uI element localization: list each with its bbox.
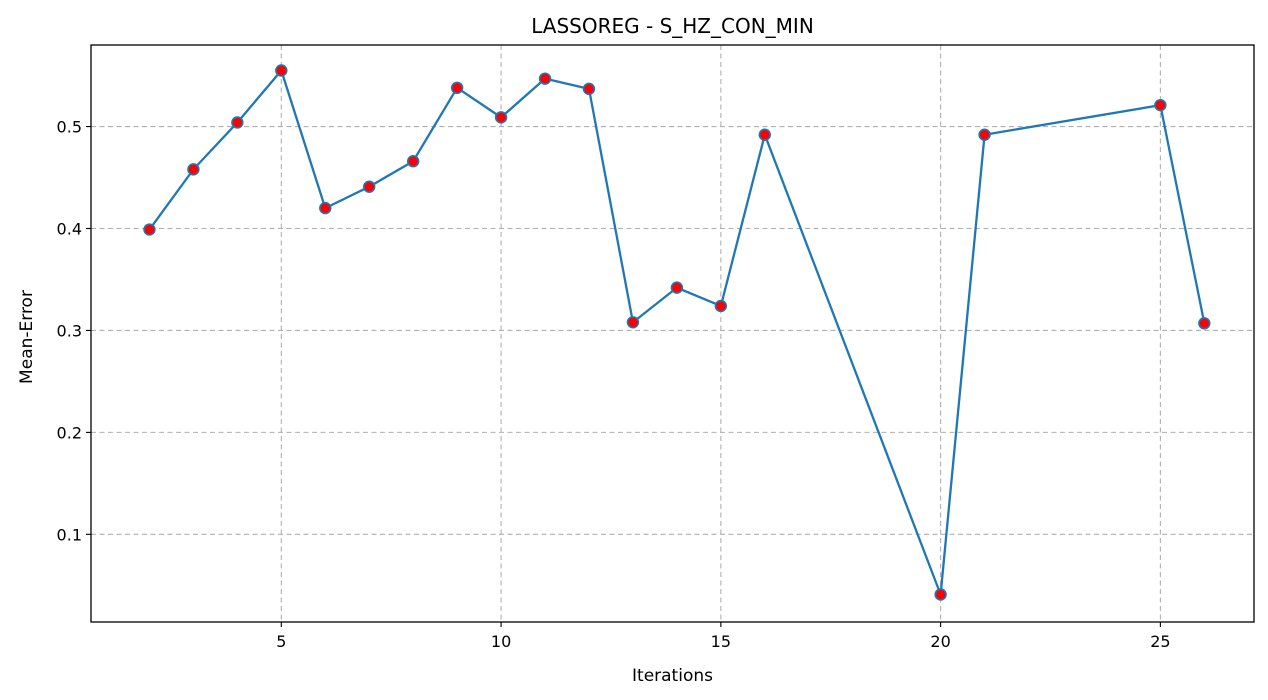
y-tick-label: 0.2 [57, 423, 82, 442]
data-point [363, 180, 376, 193]
data-point [934, 588, 947, 601]
data-point [494, 111, 508, 124]
x-axis-label: Iterations [632, 666, 713, 686]
data-point [450, 81, 464, 95]
data-point [187, 163, 200, 176]
tick-layer: 5 10 15 20 25 0.1 0.2 0.3 0.4 0.5 [57, 118, 1171, 651]
y-tick-label: 0.5 [57, 118, 82, 137]
data-point [978, 128, 991, 141]
data-point [1198, 317, 1211, 330]
marker-layer [143, 64, 1211, 601]
data-point [143, 223, 156, 236]
y-tick-label: 0.4 [57, 219, 82, 238]
y-tick-label: 0.3 [57, 321, 82, 340]
data-point [406, 155, 420, 168]
x-tick-label: 20 [930, 632, 950, 651]
data-point [275, 64, 288, 77]
data-point [670, 281, 684, 294]
x-tick-label: 5 [276, 632, 286, 651]
data-point [714, 299, 728, 313]
grid-lines [91, 45, 1254, 622]
plot-frame [90, 44, 1255, 623]
data-point [538, 72, 552, 85]
data-point [231, 116, 244, 129]
data-point [319, 201, 332, 215]
x-tick-label: 10 [491, 632, 511, 651]
data-point [1154, 98, 1167, 112]
chart-title: LASSOREG - S_HZ_CON_MIN [531, 14, 814, 38]
y-axis-label: Mean-Error [17, 290, 37, 384]
x-tick-label: 15 [711, 632, 731, 651]
data-point [758, 128, 772, 141]
series-layer [148, 69, 1206, 596]
data-point [626, 316, 640, 329]
x-tick-label: 25 [1150, 632, 1170, 651]
series-line [148, 69, 1206, 596]
y-tick-label: 0.1 [57, 525, 82, 544]
data-point [582, 82, 596, 96]
